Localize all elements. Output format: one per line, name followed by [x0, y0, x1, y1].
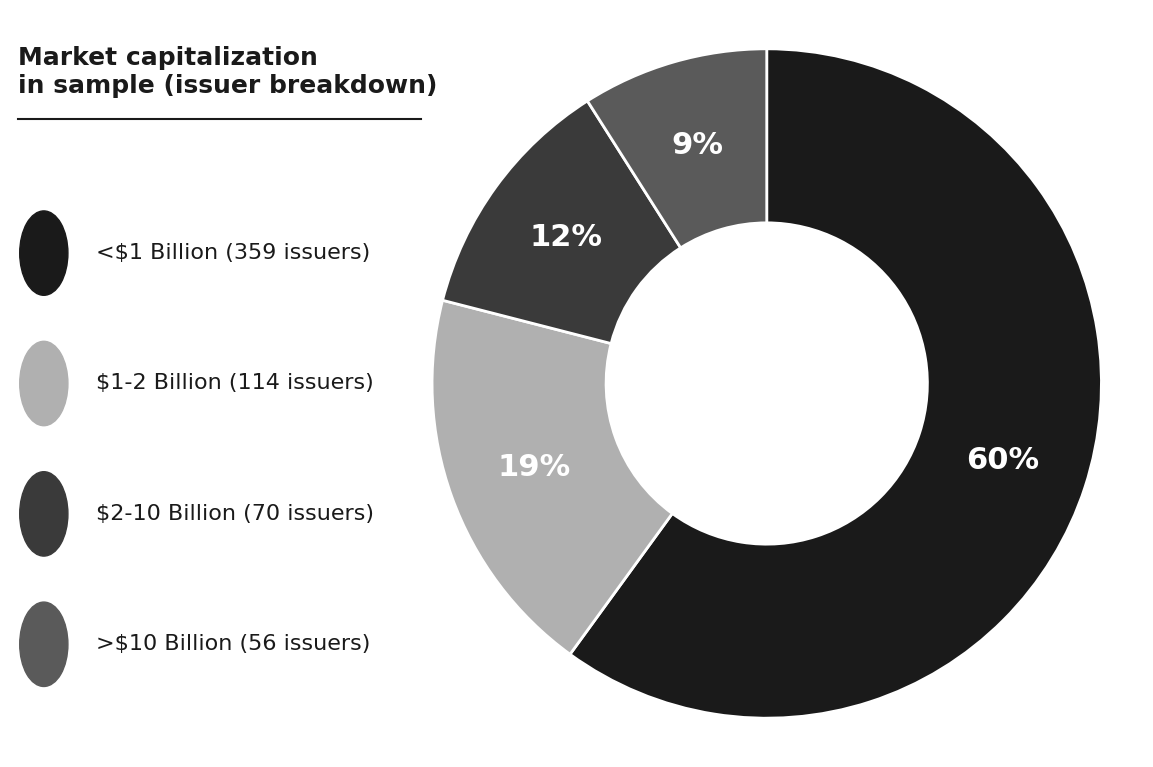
Text: 60%: 60% [966, 446, 1039, 475]
Text: >$10 Billion (56 issuers): >$10 Billion (56 issuers) [97, 634, 371, 654]
Wedge shape [432, 300, 672, 654]
Wedge shape [443, 101, 680, 344]
Circle shape [20, 211, 68, 295]
Text: 19%: 19% [497, 453, 571, 482]
Circle shape [20, 602, 68, 686]
Circle shape [20, 341, 68, 426]
Text: $1-2 Billion (114 issuers): $1-2 Billion (114 issuers) [97, 374, 374, 393]
Text: Market capitalization
in sample (issuer breakdown): Market capitalization in sample (issuer … [17, 46, 437, 98]
Wedge shape [570, 49, 1101, 718]
Wedge shape [587, 49, 767, 248]
Circle shape [20, 472, 68, 556]
Text: $2-10 Billion (70 issuers): $2-10 Billion (70 issuers) [97, 504, 375, 524]
Text: <$1 Billion (359 issuers): <$1 Billion (359 issuers) [97, 243, 370, 263]
Text: 12%: 12% [530, 223, 603, 252]
Text: 9%: 9% [672, 131, 724, 160]
